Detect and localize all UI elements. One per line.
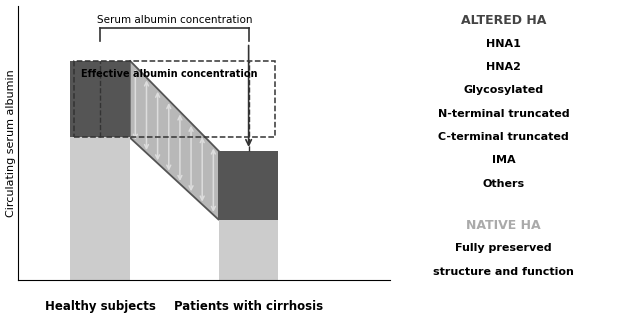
- Text: NATIVE HA: NATIVE HA: [466, 219, 541, 232]
- Text: structure and function: structure and function: [433, 267, 574, 277]
- Text: Patients with cirrhosis: Patients with cirrhosis: [174, 300, 323, 313]
- Bar: [70, 61, 130, 137]
- Bar: [70, 137, 130, 280]
- Text: Healthy subjects: Healthy subjects: [45, 300, 156, 313]
- Text: HNA2: HNA2: [486, 62, 521, 72]
- Text: Others: Others: [483, 179, 525, 189]
- Bar: [219, 220, 278, 280]
- Text: Effective albumin concentration: Effective albumin concentration: [82, 69, 258, 79]
- Text: Serum albumin concentration: Serum albumin concentration: [97, 15, 252, 25]
- Text: C-terminal truncated: C-terminal truncated: [438, 132, 569, 142]
- Y-axis label: Circulating serum albumin: Circulating serum albumin: [6, 69, 16, 217]
- Polygon shape: [130, 61, 219, 220]
- Text: N-terminal truncated: N-terminal truncated: [438, 109, 569, 118]
- Text: HNA1: HNA1: [486, 39, 521, 49]
- Text: ALTERED HA: ALTERED HA: [461, 14, 546, 27]
- Text: Fully preserved: Fully preserved: [455, 243, 552, 253]
- Bar: [74, 61, 275, 137]
- Text: IMA: IMA: [492, 155, 515, 165]
- Text: Glycosylated: Glycosylated: [464, 85, 544, 95]
- Bar: [219, 151, 278, 220]
